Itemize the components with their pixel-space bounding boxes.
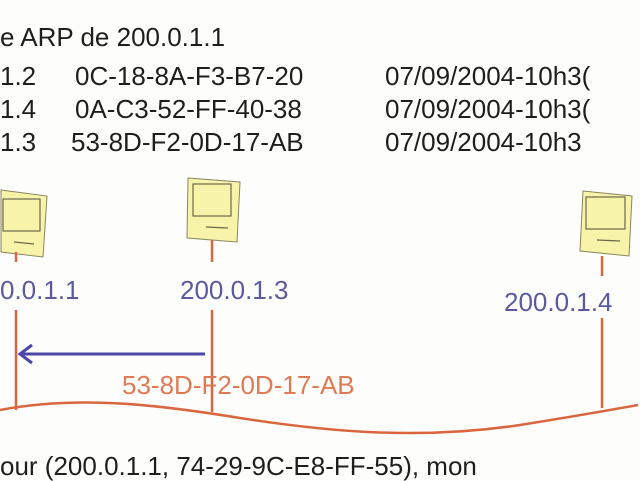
computer-icon: [579, 190, 633, 257]
reply-mac-label: 53-8D-F2-0D-17-AB: [122, 370, 355, 400]
arp-row-time: 07/09/2004-10h3(: [385, 61, 591, 91]
arp-row-mac: 0C-18-8A-F3-B7-20: [75, 61, 304, 91]
arp-row-ip: 1.4: [0, 94, 37, 124]
caption-text: our (200.0.1.1, 74-29-9C-E8-FF-55), mon: [0, 451, 477, 481]
arp-row-mac: 0A-C3-52-FF-40-38: [75, 94, 302, 124]
arp-row-time: 07/09/2004-10h3: [385, 127, 582, 157]
arp-row-mac: 53-8D-F2-0D-17-AB: [71, 127, 304, 157]
host-ip-label: 200.0.1.3: [180, 275, 289, 305]
drop-wires: [14, 240, 604, 412]
host-ip-label: 0.0.1.1: [0, 275, 80, 305]
computer-icon: [186, 177, 241, 243]
arp-row-ip: 1.3: [0, 127, 37, 157]
arp-reply-arrow: [17, 343, 205, 365]
network-bus: [0, 401, 639, 435]
arp-table-title: e ARP de 200.0.1.1: [0, 22, 226, 52]
arp-row-time: 07/09/2004-10h3(: [385, 94, 591, 124]
computer-icon: [0, 189, 48, 258]
host-ip-label: 200.0.1.4: [504, 287, 613, 317]
arp-row-ip: 1.2: [0, 61, 37, 91]
